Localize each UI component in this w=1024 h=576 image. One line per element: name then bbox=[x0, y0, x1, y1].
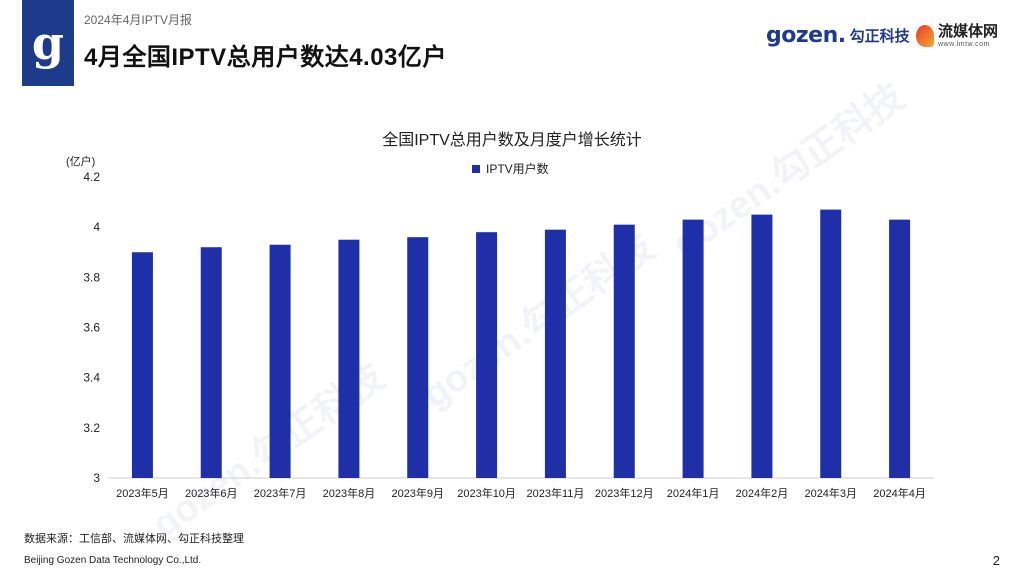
y-tick-label: 3.8 bbox=[83, 270, 100, 284]
x-tick-label: 2023年9月 bbox=[391, 486, 444, 500]
company-name: Beijing Gozen Data Technology Co.,Ltd. bbox=[24, 555, 202, 566]
x-tick-label: 2023年12月 bbox=[595, 486, 654, 500]
bar bbox=[820, 209, 842, 478]
bar bbox=[407, 237, 429, 478]
y-tick-label: 4.2 bbox=[83, 170, 100, 184]
brand-logo: g bbox=[22, 0, 74, 86]
bar bbox=[131, 252, 153, 478]
lmtw-logo-icon bbox=[916, 25, 934, 47]
lmtw-chinese-name: 流媒体网 bbox=[938, 22, 999, 40]
lmtw-brand-logo: 流媒体网 www.lmtw.com bbox=[916, 24, 998, 48]
logo-glyph: g bbox=[31, 16, 65, 70]
x-tick-label: 2024年3月 bbox=[804, 486, 857, 500]
bar bbox=[200, 247, 222, 478]
chart-title: 全国IPTV总用户数及月度户增长统计 bbox=[382, 132, 642, 149]
x-tick-label: 2023年10月 bbox=[457, 486, 516, 500]
x-tick-label: 2023年11月 bbox=[526, 486, 584, 500]
bar bbox=[544, 229, 566, 478]
gozen-chinese-name: 勾正科技 bbox=[849, 28, 910, 45]
x-tick-label: 2024年4月 bbox=[873, 486, 926, 500]
x-tick-label: 2023年5月 bbox=[116, 486, 169, 500]
bar bbox=[338, 239, 360, 478]
page-number: 2 bbox=[992, 553, 1000, 568]
bar bbox=[269, 244, 291, 478]
bar bbox=[613, 224, 635, 478]
legend-swatch bbox=[472, 164, 480, 173]
y-tick-label: 3.2 bbox=[83, 421, 100, 435]
gozen-wordmark: gozen. bbox=[766, 23, 846, 48]
bar bbox=[889, 219, 911, 478]
legend-label: IPTV用户数 bbox=[486, 162, 549, 176]
gozen-brand-logo: gozen. 勾正科技 bbox=[766, 23, 910, 48]
x-tick-label: 2024年2月 bbox=[736, 486, 789, 500]
y-tick-label: 3.6 bbox=[83, 321, 100, 335]
bar bbox=[751, 214, 773, 478]
chart-legend: IPTV用户数 bbox=[472, 160, 549, 177]
x-tick-label: 2023年6月 bbox=[185, 486, 238, 500]
y-tick-label: 3 bbox=[93, 471, 100, 485]
y-tick-label: 4 bbox=[93, 220, 100, 234]
y-tick-label: 3.4 bbox=[83, 371, 100, 385]
report-name: 2024年4月IPTV月报 bbox=[84, 13, 193, 27]
data-source-note: 数据来源：工信部、流媒体网、勾正科技整理 bbox=[24, 533, 244, 545]
x-tick-label: 2023年8月 bbox=[323, 486, 376, 500]
lmtw-url: www.lmtw.com bbox=[938, 41, 990, 48]
x-tick-label: 2024年1月 bbox=[667, 486, 720, 500]
bar bbox=[476, 232, 498, 478]
page-title: 4月全国IPTV总用户数达4.03亿户 bbox=[84, 44, 447, 71]
bar bbox=[682, 219, 704, 478]
x-tick-label: 2023年7月 bbox=[254, 486, 307, 500]
y-axis-unit: (亿户) bbox=[66, 156, 96, 168]
